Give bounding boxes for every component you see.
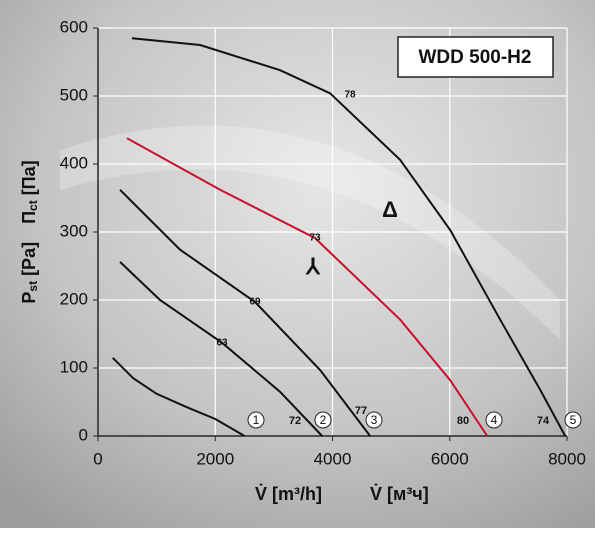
curve-end-label: 72	[289, 415, 301, 427]
y-label-part: [Pa]	[19, 242, 39, 281]
x-tick-label: 6000	[431, 449, 469, 468]
curve-number: 5	[570, 413, 577, 427]
connection-label: Δ	[382, 197, 398, 222]
y-tick-label: 0	[79, 425, 88, 444]
curve-number: 2	[320, 413, 327, 427]
curve-number: 4	[491, 413, 498, 427]
curve	[126, 137, 489, 437]
curve-number-circle	[247, 411, 265, 429]
x-tick-label: 0	[93, 449, 102, 468]
curve-label: 63	[216, 338, 228, 349]
x-axis-label: V̇ [m³/h]	[255, 483, 322, 504]
y-axis-label: Pst [Pa] Пct [Па]	[19, 160, 40, 303]
x-tick-label: 4000	[314, 449, 352, 468]
connection-label: ⅄	[305, 254, 321, 279]
y-label-part: st	[26, 281, 40, 292]
y-label-part: [Па]	[19, 160, 39, 200]
y-label-part: P	[19, 292, 39, 304]
curve-label: 78	[344, 90, 356, 101]
curve-number-circle	[365, 411, 383, 429]
curve-number-circle	[564, 411, 582, 429]
curve-number: 3	[371, 413, 378, 427]
y-tick-label: 100	[60, 357, 88, 376]
curve	[119, 261, 323, 437]
curve-end-label: 80	[457, 415, 469, 427]
curve-end-label: 74	[537, 415, 550, 427]
y-tick-label: 400	[60, 153, 88, 172]
title-box	[397, 36, 554, 78]
curve-end-label: 77	[355, 405, 367, 417]
curve	[111, 357, 246, 437]
y-label-part: П	[19, 211, 39, 224]
curve	[131, 37, 567, 437]
curve-label: 73	[309, 233, 321, 244]
x-tick-label: 8000	[548, 449, 586, 468]
chart-title: WDD 500-H2	[419, 47, 532, 68]
y-tick-label: 200	[60, 289, 88, 308]
x-tick-label: 2000	[196, 449, 234, 468]
curve-number-circle	[314, 411, 332, 429]
decor	[60, 125, 560, 340]
curve-number-circle	[485, 411, 503, 429]
y-tick-label: 600	[60, 17, 88, 36]
x-axis-label: V̇ [м³ч]	[370, 483, 429, 504]
curve-number: 1	[253, 413, 260, 427]
curve	[119, 189, 371, 437]
curve-label: 69	[249, 297, 261, 308]
y-label-part: ct	[26, 200, 40, 211]
y-tick-label: 500	[60, 85, 88, 104]
y-tick-label: 300	[60, 221, 88, 240]
